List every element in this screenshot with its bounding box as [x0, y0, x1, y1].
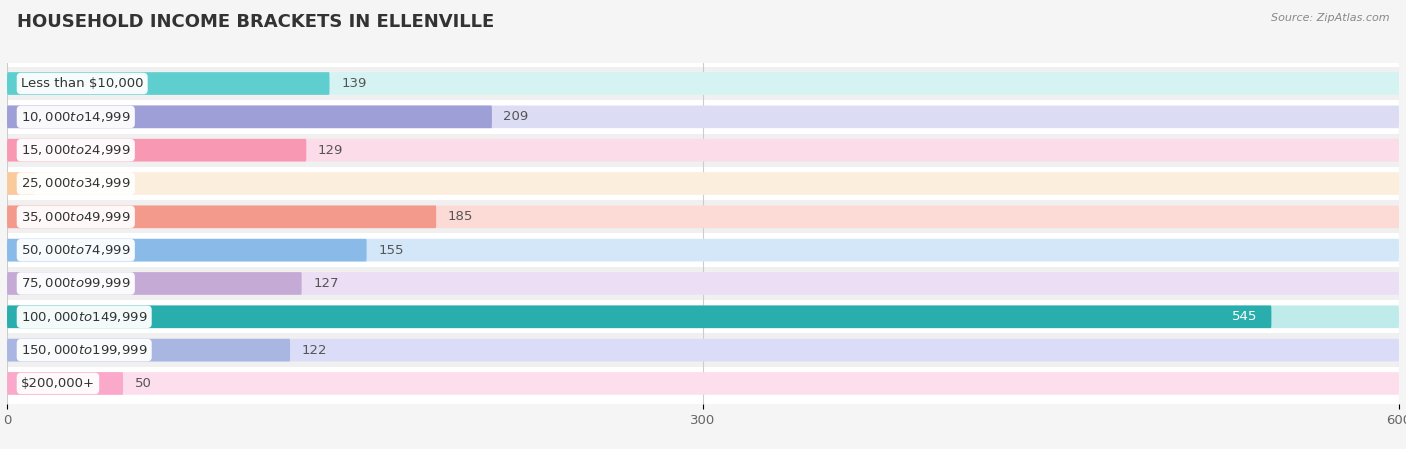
- FancyBboxPatch shape: [7, 200, 1399, 233]
- FancyBboxPatch shape: [7, 133, 1399, 167]
- Text: 129: 129: [318, 144, 343, 157]
- FancyBboxPatch shape: [7, 106, 1399, 128]
- Text: $150,000 to $199,999: $150,000 to $199,999: [21, 343, 148, 357]
- Text: 127: 127: [314, 277, 339, 290]
- FancyBboxPatch shape: [7, 372, 1399, 395]
- Text: $25,000 to $34,999: $25,000 to $34,999: [21, 176, 131, 190]
- FancyBboxPatch shape: [7, 339, 290, 361]
- FancyBboxPatch shape: [7, 72, 1399, 95]
- Text: $15,000 to $24,999: $15,000 to $24,999: [21, 143, 131, 157]
- FancyBboxPatch shape: [7, 239, 367, 261]
- FancyBboxPatch shape: [7, 334, 1399, 367]
- FancyBboxPatch shape: [7, 206, 436, 228]
- FancyBboxPatch shape: [7, 106, 492, 128]
- FancyBboxPatch shape: [7, 139, 307, 162]
- FancyBboxPatch shape: [7, 339, 1399, 361]
- FancyBboxPatch shape: [7, 305, 1271, 328]
- Text: 185: 185: [447, 210, 474, 223]
- Text: $100,000 to $149,999: $100,000 to $149,999: [21, 310, 148, 324]
- Text: $200,000+: $200,000+: [21, 377, 96, 390]
- FancyBboxPatch shape: [7, 172, 35, 195]
- Text: $50,000 to $74,999: $50,000 to $74,999: [21, 243, 131, 257]
- Text: $75,000 to $99,999: $75,000 to $99,999: [21, 277, 131, 291]
- FancyBboxPatch shape: [7, 305, 1399, 328]
- Text: 139: 139: [342, 77, 367, 90]
- Text: 50: 50: [135, 377, 152, 390]
- FancyBboxPatch shape: [7, 67, 1399, 100]
- Text: $10,000 to $14,999: $10,000 to $14,999: [21, 110, 131, 124]
- FancyBboxPatch shape: [7, 172, 1399, 195]
- Text: 545: 545: [1232, 310, 1257, 323]
- FancyBboxPatch shape: [7, 239, 1399, 261]
- Text: Source: ZipAtlas.com: Source: ZipAtlas.com: [1271, 13, 1389, 23]
- Text: $35,000 to $49,999: $35,000 to $49,999: [21, 210, 131, 224]
- Text: Less than $10,000: Less than $10,000: [21, 77, 143, 90]
- FancyBboxPatch shape: [7, 272, 302, 295]
- Text: 155: 155: [378, 244, 404, 257]
- Text: HOUSEHOLD INCOME BRACKETS IN ELLENVILLE: HOUSEHOLD INCOME BRACKETS IN ELLENVILLE: [17, 13, 494, 31]
- Text: 209: 209: [503, 110, 529, 123]
- FancyBboxPatch shape: [7, 372, 124, 395]
- FancyBboxPatch shape: [7, 206, 1399, 228]
- FancyBboxPatch shape: [7, 267, 1399, 300]
- Text: 12: 12: [46, 177, 63, 190]
- FancyBboxPatch shape: [7, 72, 329, 95]
- Text: 122: 122: [302, 343, 328, 357]
- FancyBboxPatch shape: [7, 272, 1399, 295]
- FancyBboxPatch shape: [7, 139, 1399, 162]
